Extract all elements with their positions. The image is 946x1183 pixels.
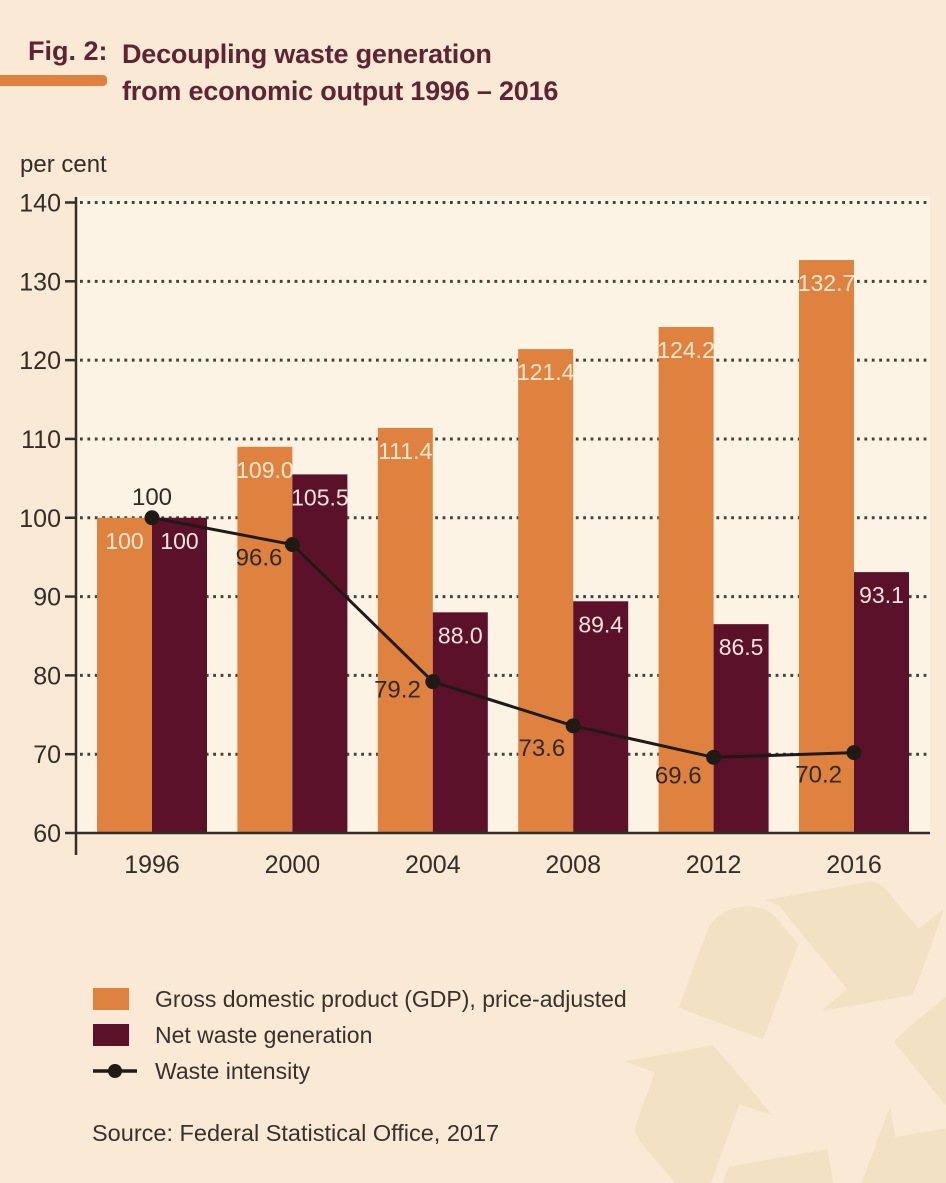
source-note: Source: Federal Statistical Office, 2017 bbox=[92, 1120, 500, 1146]
x-tick-label-2016: 2016 bbox=[826, 851, 882, 879]
bar-value-label-waste-1996: 100 bbox=[160, 528, 198, 554]
waste-swatch-icon bbox=[93, 1024, 129, 1046]
bar-waste-2008 bbox=[573, 601, 629, 833]
bar-waste-2012 bbox=[713, 624, 769, 833]
bar-gdp-2016 bbox=[799, 260, 854, 834]
bar-gdp-2004 bbox=[377, 427, 433, 833]
y-tick-label-90: 90 bbox=[33, 584, 61, 612]
bar-gdp-2012 bbox=[658, 327, 714, 833]
intensity-point-1996 bbox=[144, 510, 160, 526]
intensity-value-label-1996: 100 bbox=[132, 484, 172, 511]
x-tick-label-2000: 2000 bbox=[265, 851, 321, 879]
bar-value-label-gdp-2004: 111.4 bbox=[378, 438, 432, 464]
y-tick-label-120: 120 bbox=[19, 347, 61, 375]
legend-label-waste: Net waste generation bbox=[155, 1021, 373, 1048]
bar-value-label-waste-2004: 88.0 bbox=[438, 622, 483, 648]
bar-value-label-gdp-2000: 109.0 bbox=[236, 457, 294, 483]
x-tick-label-2008: 2008 bbox=[545, 851, 601, 879]
gdp-swatch-icon bbox=[93, 988, 129, 1010]
y-tick-label-70: 70 bbox=[33, 741, 61, 769]
bar-gdp-1996 bbox=[97, 517, 152, 833]
bar-value-label-gdp-2016: 132.7 bbox=[798, 270, 856, 296]
bar-gdp-2000 bbox=[237, 446, 293, 833]
intensity-value-label-2000: 96.6 bbox=[236, 545, 283, 572]
bar-value-label-waste-2012: 86.5 bbox=[719, 634, 764, 660]
legend-item-gdp: Gross domestic product (GDP), price-adju… bbox=[93, 981, 627, 1017]
plot-area bbox=[77, 196, 930, 833]
intensity-point-2012 bbox=[706, 749, 722, 765]
bar-gdp-2008 bbox=[518, 349, 574, 833]
intensity-point-2008 bbox=[565, 718, 581, 734]
intensity-value-label-2004: 79.2 bbox=[374, 677, 421, 704]
bar-value-label-gdp-2012: 124.2 bbox=[657, 337, 715, 363]
bar-value-label-gdp-1996: 100 bbox=[105, 528, 143, 554]
y-tick-label-100: 100 bbox=[19, 505, 61, 533]
legend-label-gdp: Gross domestic product (GDP), price-adju… bbox=[155, 985, 627, 1012]
legend-label-intensity: Waste intensity bbox=[155, 1057, 311, 1084]
intensity-value-label-2016: 70.2 bbox=[795, 762, 842, 789]
y-tick-label-130: 130 bbox=[19, 268, 61, 296]
y-tick-label-110: 110 bbox=[21, 426, 61, 454]
figure-title-line1: Decoupling waste generation bbox=[122, 39, 492, 69]
bar-waste-2004 bbox=[432, 612, 488, 833]
y-tick-label-80: 80 bbox=[33, 662, 61, 690]
intensity-line-marker-icon bbox=[93, 1063, 137, 1079]
bar-value-label-gdp-2008: 121.4 bbox=[517, 359, 575, 385]
y-tick-label-60: 60 bbox=[33, 820, 61, 848]
bar-value-label-waste-2008: 89.4 bbox=[578, 611, 623, 637]
y-tick-label-140: 140 bbox=[19, 190, 61, 218]
intensity-point-2004 bbox=[425, 674, 441, 690]
figure-title-line2: from economic output 1996 – 2016 bbox=[122, 76, 559, 106]
y-axis-unit-label: per cent bbox=[20, 151, 107, 178]
bar-waste-2016 bbox=[854, 572, 909, 833]
x-tick-label-2004: 2004 bbox=[405, 851, 461, 879]
legend-item-intensity: Waste intensity bbox=[93, 1053, 627, 1089]
x-tick-label-1996: 1996 bbox=[124, 851, 180, 879]
figure-number: Fig. 2: bbox=[28, 36, 108, 66]
legend-item-waste: Net waste generation bbox=[93, 1017, 627, 1053]
chart-legend: Gross domestic product (GDP), price-adju… bbox=[93, 981, 627, 1089]
bar-waste-2000 bbox=[292, 474, 348, 833]
intensity-value-label-2008: 73.6 bbox=[518, 735, 565, 762]
intensity-value-label-2012: 69.6 bbox=[655, 762, 702, 789]
intensity-point-2000 bbox=[284, 537, 300, 553]
intensity-line bbox=[151, 516, 855, 759]
accent-rule bbox=[0, 75, 107, 86]
figure-title: Decoupling waste generation from economi… bbox=[122, 36, 558, 110]
x-tick-label-2012: 2012 bbox=[686, 851, 742, 879]
bar-value-label-waste-2000: 105.5 bbox=[291, 484, 349, 510]
bar-value-label-waste-2016: 93.1 bbox=[859, 582, 904, 608]
bar-waste-1996 bbox=[152, 517, 207, 833]
intensity-point-2016 bbox=[846, 745, 862, 761]
